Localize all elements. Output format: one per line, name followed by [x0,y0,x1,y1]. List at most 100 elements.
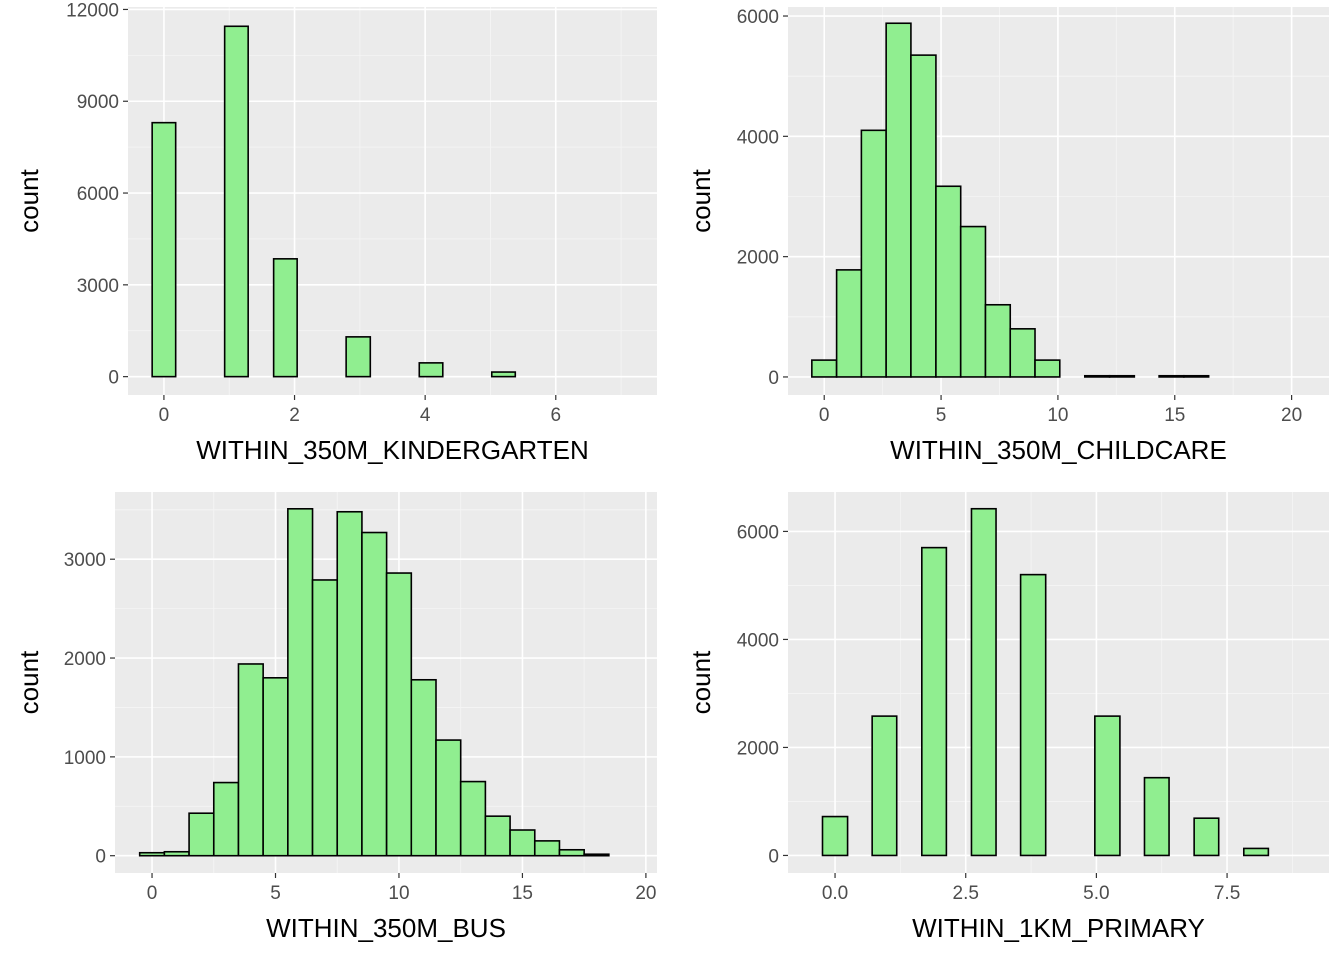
histogram-bar [336,510,363,857]
y-tick-label: 4000 [737,630,779,651]
histogram-bar [163,850,190,857]
panel-background [128,7,657,395]
histogram-bar [1034,359,1061,378]
y-tick-label: 4000 [737,127,779,148]
histogram-bar [361,531,388,857]
x-tick-label: 5 [270,883,281,904]
histogram-primary: 0.0 2.5 5.0 7.5 0 2000 4000 6000 WITHIN_1KM_PRIM… [672,480,1344,960]
histogram-bar [237,663,264,857]
histogram-bar [311,579,339,857]
histogram-bar [1009,328,1036,378]
histogram-bar [1242,847,1270,857]
histogram-childcare: 0 5 10 15 20 0 2000 4000 6000 WITHIN_350M_CHILDCA… [672,0,1344,480]
histogram-bar [835,269,863,378]
x-tick-label: 15 [512,883,533,904]
x-tick-label: 6 [550,405,561,426]
histogram-bar [1193,817,1220,857]
chart-svg: 0.0 2.5 5.0 7.5 0 2000 4000 6000 WITHIN_1KM_PRIM… [686,492,1329,943]
x-axis-title: WITHIN_350M_KINDERGARTEN [196,435,589,465]
histogram-bar [959,225,987,378]
x-tick-label: 7.5 [1214,883,1240,904]
y-tick-label: 1000 [64,748,106,769]
y-axis-title: count [686,168,716,232]
y-tick-label: 2000 [737,738,779,759]
histogram-bar [1108,374,1136,378]
histogram-bar [410,678,437,857]
histogram-bar [1143,776,1170,857]
histogram-bar [811,359,838,378]
histogram-bar [435,739,462,857]
histogram-bar [151,121,177,378]
y-tick-label: 6000 [737,522,779,543]
histogram-bar [490,371,517,378]
y-tick-label: 2000 [737,248,779,269]
histogram-bar [558,848,585,857]
y-tick-label: 3000 [64,550,106,571]
histogram-bar [138,851,166,857]
x-tick-label: 4 [420,405,431,426]
histogram-bar [1183,374,1210,378]
histogram-bar [1083,374,1111,378]
x-tick-label: 10 [388,883,409,904]
x-tick-label: 5 [936,405,947,426]
histogram-bar [385,572,413,857]
histogram-bar [459,780,487,857]
panel-background [788,492,1329,873]
histogram-bar [910,54,937,378]
histogram-bar [272,258,298,378]
histogram-bar [212,781,240,857]
x-tick-label: 0 [147,883,158,904]
histogram-bar [262,677,289,857]
histogram-bar [223,25,249,378]
histogram-bar [860,129,887,378]
y-axis-title: count [14,650,44,714]
x-tick-label: 2 [289,405,300,426]
y-tick-label: 6000 [77,184,119,205]
y-axis-title: count [14,168,44,232]
y-axis-title: count [686,650,716,714]
histogram-bar [509,829,536,857]
x-tick-label: 20 [1281,405,1302,426]
histogram-bar [921,546,948,857]
y-tick-label: 0 [108,368,119,389]
x-tick-label: 5.0 [1083,883,1109,904]
chart-svg: 0 5 10 15 20 0 2000 4000 6000 WITHIN_350M_CHILDCA… [686,7,1329,465]
y-tick-label: 0 [768,368,779,389]
histogram-bar [418,362,444,378]
histogram-bar [970,507,997,857]
y-tick-label: 12000 [66,0,119,21]
y-tick-label: 6000 [737,7,779,28]
histogram-bar [1094,715,1121,857]
histogram-bar [287,508,314,857]
x-tick-label: 20 [635,883,656,904]
x-tick-label: 0 [819,405,830,426]
histogram-bar [885,22,912,378]
y-tick-label: 0 [95,847,106,868]
histogram-bar [871,715,898,857]
y-tick-label: 0 [768,846,779,867]
y-tick-label: 9000 [77,92,119,113]
x-axis-title: WITHIN_1KM_PRIMARY [912,913,1205,943]
histogram-bar [935,185,962,378]
histogram-kindergarten: 0 2 4 6 0 3000 6000 9000 12000 WITHIN_350M_KINDER… [0,0,672,480]
x-tick-label: 2.5 [953,883,979,904]
histogram-bar [188,812,215,857]
histogram-bar [1158,374,1185,378]
histogram-bar [345,336,372,378]
y-tick-label: 2000 [64,649,106,670]
chart-svg: 0 5 10 15 20 0 1000 2000 3000 WITHIN_350M_BUS coun… [14,492,657,943]
histogram-bar [821,815,849,857]
x-tick-label: 10 [1047,405,1068,426]
x-tick-label: 0 [159,405,170,426]
histogram-bar [533,840,561,857]
y-tick-label: 3000 [77,276,119,297]
x-axis-title: WITHIN_350M_BUS [266,913,506,943]
histogram-bar [583,853,610,857]
histogram-bar [984,303,1012,378]
histogram-bus: 0 5 10 15 20 0 1000 2000 3000 WITHIN_350M_BUS coun… [0,480,672,960]
histogram-bar [1019,573,1047,857]
x-tick-label: 0.0 [822,883,848,904]
x-axis-title: WITHIN_350M_CHILDCARE [890,435,1227,465]
histogram-bar [484,815,511,857]
chart-svg: 0 2 4 6 0 3000 6000 9000 12000 WITHIN_350M_KINDER… [14,0,657,465]
